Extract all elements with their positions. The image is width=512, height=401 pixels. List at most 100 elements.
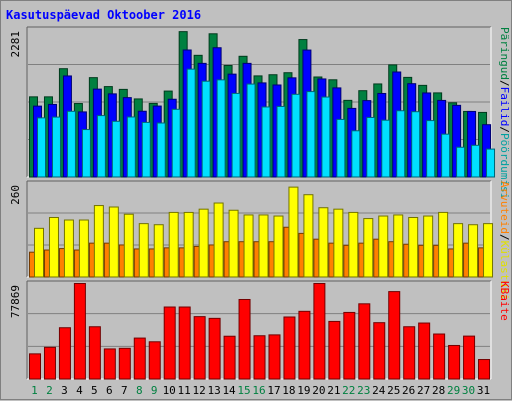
x-tick-label: 9 bbox=[151, 384, 158, 397]
bar-bottom-1-day-21 bbox=[328, 320, 341, 380]
bar-middle-2-day-16 bbox=[258, 214, 269, 278]
bar-middle-2-day-28 bbox=[438, 211, 449, 278]
bar-bottom-1-day-19 bbox=[298, 310, 311, 380]
bar-middle-2-day-17 bbox=[273, 215, 284, 278]
x-tick-label: 5 bbox=[91, 384, 98, 397]
x-tick-label: 8 bbox=[136, 384, 143, 397]
bar-bottom-1-day-22 bbox=[343, 311, 356, 380]
x-tick-label: 17 bbox=[267, 384, 280, 397]
x-tick-label: 29 bbox=[447, 384, 460, 397]
x-tick-label: 12 bbox=[193, 384, 206, 397]
bar-middle-2-day-26 bbox=[408, 216, 419, 278]
bar-bottom-1-day-6 bbox=[103, 348, 116, 380]
bar-middle-2-day-14 bbox=[228, 209, 239, 278]
bar-top-3-day-8 bbox=[141, 121, 151, 178]
bar-top-3-day-24 bbox=[381, 119, 391, 178]
top-series-label: Päringud/Failid/Pöördumisi bbox=[498, 27, 511, 199]
bar-bottom-1-day-29 bbox=[448, 344, 461, 380]
x-tick-label: 1 bbox=[31, 384, 38, 397]
x-tick-label: 27 bbox=[417, 384, 430, 397]
bar-top-3-day-10 bbox=[171, 108, 181, 178]
bar-top-3-day-14 bbox=[231, 92, 241, 178]
x-tick-label: 14 bbox=[222, 384, 236, 397]
bar-top-3-day-21 bbox=[336, 118, 346, 178]
bar-bottom-1-day-24 bbox=[373, 322, 386, 380]
x-tick-label: 15 bbox=[237, 384, 250, 397]
middle-y-max-label: 260 bbox=[9, 185, 22, 205]
bar-bottom-1-day-27 bbox=[418, 322, 431, 380]
x-tick-label: 7 bbox=[121, 384, 128, 397]
top-y-max-label: 2281 bbox=[9, 31, 22, 58]
bar-top-3-day-26 bbox=[411, 111, 421, 178]
bar-bottom-1-day-10 bbox=[163, 306, 176, 380]
bar-middle-2-day-1 bbox=[34, 227, 44, 278]
bar-top-3-day-29 bbox=[456, 146, 466, 178]
series-label-part: Pöördumisi bbox=[498, 133, 511, 199]
x-tick-label: 24 bbox=[372, 384, 386, 397]
bar-bottom-1-day-1 bbox=[29, 353, 41, 380]
bar-middle-2-day-10 bbox=[168, 211, 179, 278]
bar-top-3-day-16 bbox=[261, 106, 271, 178]
x-tick-label: 22 bbox=[342, 384, 355, 397]
bottom-panel: 77869 KBaite bbox=[9, 280, 511, 380]
bar-middle-2-day-8 bbox=[138, 223, 149, 278]
bar-top-3-day-5 bbox=[96, 115, 106, 178]
bar-top-3-day-18 bbox=[291, 93, 301, 178]
bar-bottom-1-day-15 bbox=[238, 298, 251, 380]
series-label-part: Failid bbox=[498, 87, 511, 127]
x-tick-label: 23 bbox=[357, 384, 370, 397]
x-tick-label: 6 bbox=[106, 384, 113, 397]
bar-middle-2-day-11 bbox=[183, 211, 194, 278]
bar-bottom-1-day-7 bbox=[118, 347, 131, 380]
page-title: Kasutuspäevad Oktoober 2016 bbox=[6, 8, 202, 22]
bar-bottom-1-day-11 bbox=[178, 306, 191, 380]
x-tick-label: 2 bbox=[46, 384, 53, 397]
x-tick-label: 20 bbox=[312, 384, 325, 397]
bar-bottom-1-day-17 bbox=[268, 334, 281, 380]
bar-middle-2-day-7 bbox=[123, 213, 134, 278]
bar-top-3-day-23 bbox=[366, 116, 376, 178]
bar-bottom-1-day-13 bbox=[208, 317, 221, 380]
bar-middle-2-day-6 bbox=[108, 206, 119, 278]
x-tick-label: 13 bbox=[207, 384, 220, 397]
bar-middle-2-day-24 bbox=[378, 215, 389, 278]
bar-bottom-1-day-18 bbox=[283, 316, 296, 380]
bar-bottom-1-day-3 bbox=[58, 327, 71, 380]
series-label-part: / bbox=[498, 234, 511, 241]
bar-bottom-1-day-14 bbox=[223, 335, 236, 380]
bar-top-3-day-12 bbox=[201, 80, 211, 178]
series-label-part: Külastusi bbox=[498, 241, 511, 301]
bar-top-3-day-7 bbox=[126, 116, 136, 178]
bar-middle-2-day-5 bbox=[93, 205, 104, 278]
bar-middle-2-day-15 bbox=[243, 214, 254, 278]
bar-middle-2-day-4 bbox=[78, 219, 89, 278]
bar-bottom-1-day-28 bbox=[433, 333, 446, 380]
x-tick-label: 4 bbox=[76, 384, 83, 397]
bar-top-3-day-4 bbox=[81, 129, 91, 178]
bottom-y-max-label: 77869 bbox=[9, 285, 22, 318]
series-label-part: KBaite bbox=[498, 281, 511, 321]
bar-middle-2-day-23 bbox=[363, 218, 374, 278]
x-tick-label: 31 bbox=[477, 384, 490, 397]
bar-top-3-day-9 bbox=[156, 122, 166, 178]
bar-top-3-day-28 bbox=[441, 133, 451, 178]
x-tick-label: 28 bbox=[432, 384, 445, 397]
bar-top-3-day-17 bbox=[276, 105, 286, 178]
bar-middle-2-day-13 bbox=[213, 202, 224, 278]
series-label-part: / bbox=[498, 80, 511, 87]
bar-bottom-1-day-30 bbox=[463, 335, 476, 380]
x-tick-label: 21 bbox=[327, 384, 340, 397]
bar-top-3-day-2 bbox=[51, 116, 61, 178]
series-label-part: / bbox=[498, 126, 511, 133]
bar-middle-2-day-31 bbox=[483, 223, 494, 278]
x-tick-label: 25 bbox=[387, 384, 400, 397]
bar-middle-2-day-30 bbox=[468, 224, 479, 278]
x-axis: 1 2 3 4 5 6 7 8 9 10 11 12 13 14 15 16 17 18 19 20 21 22 23 24 2… bbox=[31, 384, 490, 397]
bar-middle-2-day-22 bbox=[348, 211, 359, 278]
bottom-series-label: KBaite bbox=[498, 281, 511, 321]
bar-top-3-day-20 bbox=[321, 96, 331, 178]
bar-middle-2-day-21 bbox=[333, 208, 344, 278]
bar-top-3-day-1 bbox=[37, 117, 46, 178]
x-tick-label: 18 bbox=[282, 384, 295, 397]
